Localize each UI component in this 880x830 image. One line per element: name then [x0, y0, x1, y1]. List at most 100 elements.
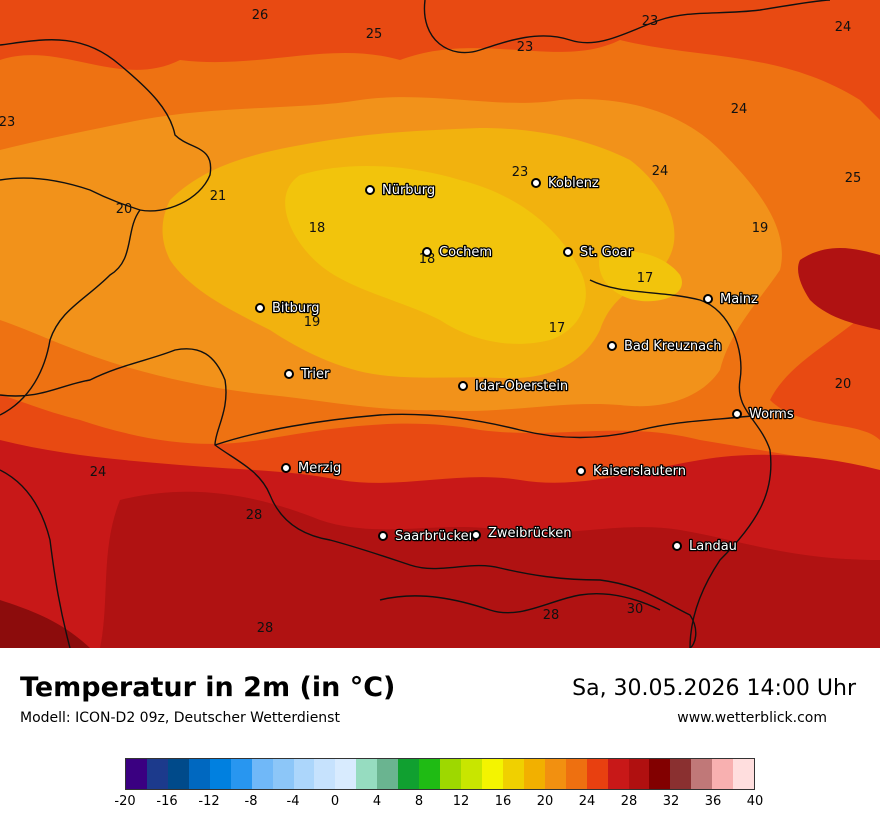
colorbar-cell — [440, 759, 461, 789]
svg-text:Kaiserslautern: Kaiserslautern — [593, 464, 686, 479]
isotherm-label: 18 — [309, 221, 326, 236]
city-zweibruecken[interactable]: Zweibrücken — [471, 525, 573, 542]
city-worms[interactable]: Worms — [732, 406, 795, 423]
colorbar-tick-label: -4 — [286, 794, 300, 809]
colorbar-tick-label: 24 — [578, 794, 596, 809]
svg-text:Idar-Oberstein: Idar-Oberstein — [475, 379, 568, 394]
colorbar-cell — [272, 759, 294, 789]
city-mainz[interactable]: Mainz — [703, 291, 759, 308]
svg-text:Landau: Landau — [689, 539, 737, 554]
colorbar-cell — [461, 759, 482, 789]
isotherm-label: 25 — [845, 171, 862, 186]
colorbar-tick-label: 12 — [452, 794, 470, 809]
svg-text:Zweibrücken: Zweibrücken — [488, 526, 571, 541]
colorbar-cell — [502, 759, 524, 789]
svg-text:Bad Kreuznach: Bad Kreuznach — [624, 339, 722, 354]
isotherm-label: 26 — [252, 8, 269, 23]
svg-text:Trier: Trier — [300, 367, 330, 382]
temperature-colorbar — [125, 758, 755, 790]
svg-text:Cochem: Cochem — [439, 245, 492, 260]
isotherm-label: 28 — [257, 621, 274, 636]
svg-text:Worms: Worms — [749, 407, 794, 422]
isotherm-label: 19 — [304, 315, 321, 330]
isotherm-label: 28 — [543, 608, 560, 623]
city-st-goar[interactable]: St. Goar — [563, 244, 635, 261]
temp-field-28 — [100, 491, 880, 648]
isotherm-label: 17 — [549, 321, 566, 336]
svg-text:St. Goar: St. Goar — [580, 245, 634, 260]
colorbar-cell — [523, 759, 545, 789]
colorbar-tick-label: -12 — [198, 794, 220, 809]
city-bitburg[interactable]: Bitburg — [255, 300, 321, 317]
colorbar-tick-label: 4 — [372, 794, 382, 809]
colorbar-cell — [398, 759, 420, 789]
city-merzig[interactable]: Merzig — [281, 460, 343, 477]
isotherm-label: 24 — [652, 164, 669, 179]
colorbar-cell — [167, 759, 189, 789]
site-url[interactable]: www.wetterblick.com — [677, 710, 827, 726]
svg-text:Saarbrücken: Saarbrücken — [395, 529, 477, 544]
colorbar-tick-label: 28 — [620, 794, 638, 809]
colorbar-cell — [712, 759, 734, 789]
isotherm-label: 17 — [637, 271, 654, 286]
colorbar-tick-label: 36 — [704, 794, 722, 809]
city-koblenz[interactable]: Koblenz — [531, 175, 600, 192]
map-title: Temperatur in 2m (in °C) — [20, 672, 396, 703]
colorbar-cell — [544, 759, 566, 789]
isotherm-label: 20 — [835, 377, 852, 392]
isotherm-label: 28 — [246, 508, 263, 523]
isotherm-label: 23 — [517, 40, 534, 55]
city-saarbruecken[interactable]: Saarbrücken — [378, 528, 478, 545]
colorbar-cell — [733, 759, 755, 789]
colorbar-tick-label: -8 — [244, 794, 258, 809]
isotherm-label: 23 — [642, 14, 659, 29]
city-landau[interactable]: Landau — [672, 538, 738, 555]
colorbar-cell — [481, 759, 503, 789]
svg-text:Nürburg: Nürburg — [382, 183, 435, 198]
isotherm-label: 21 — [210, 189, 227, 204]
colorbar-cell — [209, 759, 231, 789]
city-idar-oberstein[interactable]: Idar-Oberstein — [458, 378, 569, 395]
city-trier[interactable]: Trier — [284, 366, 331, 383]
isotherm-label: 19 — [752, 221, 769, 236]
colorbar-tick-label: 0 — [330, 794, 340, 809]
isotherm-label: 20 — [116, 202, 133, 217]
colorbar-cell — [293, 759, 315, 789]
colorbar-cell — [146, 759, 168, 789]
colorbar-cell — [335, 759, 357, 789]
colorbar-cell — [649, 759, 671, 789]
colorbar-tick-label: 8 — [414, 794, 424, 809]
city-nuerburg[interactable]: Nürburg — [365, 182, 436, 199]
colorbar-cell — [356, 759, 378, 789]
svg-text:Koblenz: Koblenz — [548, 176, 599, 191]
isotherm-label: 30 — [627, 602, 644, 617]
temp-field-28-east — [798, 248, 880, 330]
svg-text:Mainz: Mainz — [720, 292, 758, 307]
colorbar-cell — [586, 759, 608, 789]
colorbar-cell — [251, 759, 273, 789]
colorbar-cell — [607, 759, 629, 789]
isotherm-label: 24 — [835, 20, 852, 35]
city-kaiserslautern[interactable]: Kaiserslautern — [576, 463, 687, 480]
isotherm-label: 18 — [419, 252, 436, 267]
colorbar-tick-label: 16 — [494, 794, 512, 809]
forecast-datetime: Sa, 30.05.2026 14:00 Uhr — [572, 676, 856, 701]
isotherm-label: 24 — [731, 102, 748, 117]
map-footer: Temperatur in 2m (in °C) Modell: ICON-D2… — [0, 648, 880, 830]
border-lines — [0, 0, 831, 648]
model-info: Modell: ICON-D2 09z, Deutscher Wetterdie… — [20, 710, 340, 726]
colorbar-tick-label: 20 — [536, 794, 554, 809]
colorbar-cell — [628, 759, 650, 789]
colorbar-tick-label: -20 — [114, 794, 136, 809]
colorbar-tick-label: 32 — [662, 794, 680, 809]
isotherm-label: 25 — [366, 27, 383, 42]
colorbar-ticks: -20 -16 -12 -8 -4 0 4 8 12 16 20 24 28 32 36 40 — [0, 794, 880, 814]
city-bad-kreuznach[interactable]: Bad Kreuznach — [607, 338, 723, 355]
colorbar-cell — [691, 759, 713, 789]
isotherm-label: 23 — [512, 165, 529, 180]
colorbar-cell — [565, 759, 587, 789]
colorbar-cell — [670, 759, 692, 789]
city-cochem[interactable]: Cochem — [422, 244, 493, 261]
isotherm-label: 23 — [0, 115, 15, 130]
colorbar-cell — [126, 759, 147, 789]
